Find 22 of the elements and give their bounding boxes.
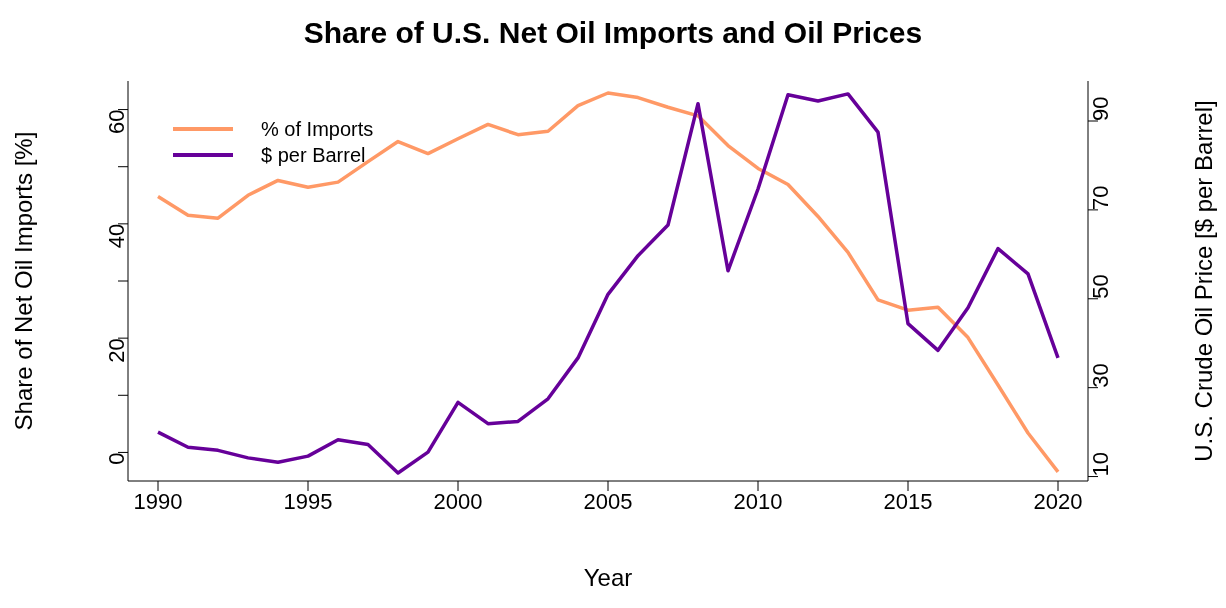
x-axis-title: Year — [583, 564, 633, 591]
x-tick-label: 1990 — [133, 488, 183, 514]
legend-label: % of Imports — [261, 117, 374, 141]
x-tick-label: 2020 — [1033, 488, 1083, 514]
y2-tick-label: 30 — [1087, 363, 1113, 388]
x-tick-label: 2000 — [433, 488, 483, 514]
y-tick-label: 20 — [103, 338, 129, 363]
x-tick-label: 2015 — [883, 488, 933, 514]
legend-label: $ per Barrel — [261, 143, 366, 167]
y2-tick-label: 90 — [1087, 96, 1113, 121]
x-tick-label: 1995 — [283, 488, 333, 514]
y2-tick-label: 70 — [1087, 185, 1113, 210]
y2-tick-label: 50 — [1087, 274, 1113, 299]
y2-axis-title: U.S. Crude Oil Price [$ per Barrel] — [1189, 100, 1217, 462]
x-tick-label: 2010 — [733, 488, 783, 514]
chart-title: Share of U.S. Net Oil Imports and Oil Prices — [302, 15, 924, 51]
x-tick-label: 2005 — [583, 488, 633, 514]
y-axis-title: Share of Net Oil Imports [%] — [9, 131, 37, 431]
y-tick-label: 40 — [103, 223, 129, 249]
y-tick-label: 0 — [103, 452, 129, 465]
y-tick-label: 60 — [103, 109, 129, 135]
y2-tick-label: 10 — [1087, 452, 1113, 477]
